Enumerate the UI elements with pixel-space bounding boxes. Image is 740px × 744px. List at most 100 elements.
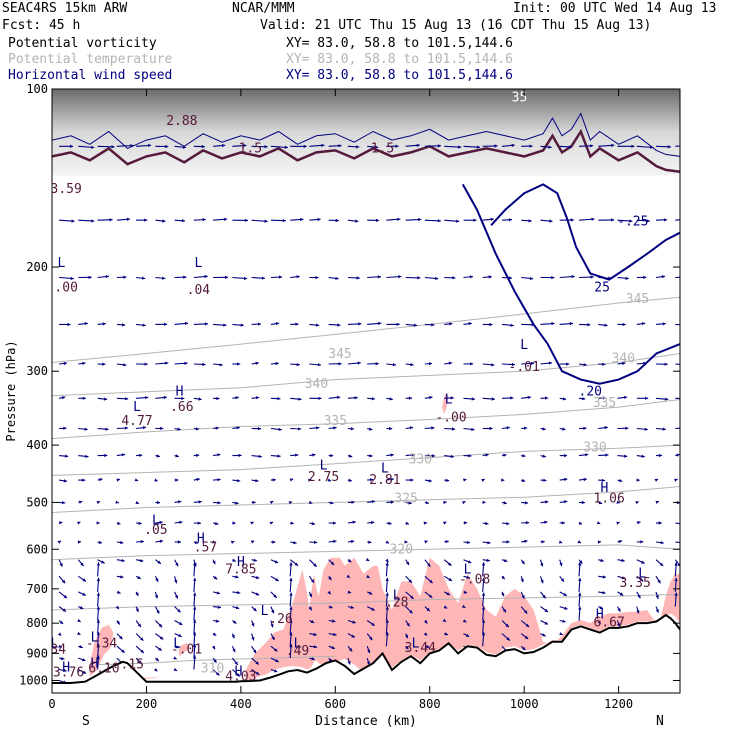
wind-vector-head: [270, 522, 274, 525]
init-time: Init: 00 UTC Wed 14 Aug 13: [513, 1, 717, 16]
valid-time: Valid: 21 UTC Thu 15 Aug 13 (16 CDT Thu …: [260, 18, 651, 33]
pv-extremum-marker: L: [445, 392, 453, 407]
field-xy-pv: XY= 83.0, 58.8 to 101.5,144.6: [286, 36, 513, 51]
wind-vector-head: [91, 219, 94, 222]
wind-vector-head: [251, 541, 255, 544]
theta-label: 340: [612, 351, 635, 366]
wind-vector-head: [602, 363, 605, 366]
wind-vector-head: [160, 427, 163, 430]
wind-vector-head: [469, 322, 472, 325]
field-name-wind: Horizontal wind speed: [8, 68, 172, 83]
wind-vector: [675, 428, 683, 429]
wind-speed-label: 25: [594, 281, 610, 296]
pv-extremum-marker: H: [176, 385, 184, 400]
wind-vector-head: [358, 322, 361, 325]
wind-vector-head: [682, 218, 685, 221]
wind-vector-head: [489, 323, 492, 326]
wind-vector-head: [624, 455, 627, 458]
wind-vector-head: [318, 363, 321, 366]
wind-vector-head: [684, 397, 687, 400]
theta-label: 310: [201, 662, 224, 677]
theta-contour-320: [52, 545, 680, 560]
pv-value-label: 2.75: [308, 470, 339, 485]
wind-vector-head: [566, 362, 569, 365]
wind-vector-head: [587, 323, 590, 326]
wind-vector-head: [409, 397, 412, 400]
wind-vector-head: [239, 454, 242, 457]
wind-vector-head: [289, 562, 292, 565]
wind-vector-head: [185, 322, 188, 325]
wind-vector-head: [661, 541, 664, 544]
wind-vector-head: [491, 218, 494, 221]
wind-vector-head: [452, 276, 455, 279]
wind-vector: [675, 324, 687, 325]
wind-vector-head: [237, 362, 240, 365]
wind-vector-head: [141, 540, 144, 543]
wind-vector-head: [435, 277, 438, 280]
wind-vector-head: [682, 276, 685, 279]
wind-vector-head: [272, 540, 275, 543]
wind-vector-head: [482, 593, 485, 596]
wind-vector-head: [277, 397, 280, 400]
wind-vector-head: [417, 276, 420, 279]
wind-vector-head: [184, 362, 187, 365]
y-tick-label: 200: [26, 260, 48, 274]
wind-vector-head: [551, 322, 554, 325]
wind-vector-head: [127, 218, 130, 221]
wind-vector-head: [529, 219, 532, 222]
wind-vector-head: [205, 275, 208, 278]
wind-vector-head: [665, 398, 668, 401]
wind-vector-head: [298, 398, 301, 401]
wind-vector-head: [224, 218, 227, 221]
wind-vector-head: [431, 426, 434, 429]
x-tick-label: 400: [230, 697, 252, 711]
pv-value-label: -.08: [459, 572, 490, 587]
pv-value-label: -.01: [171, 642, 202, 657]
wind-vector-head: [62, 501, 65, 504]
x-tick-label: 1200: [604, 697, 633, 711]
pv-value-label: 7.85: [225, 563, 256, 578]
wind-vector-head: [218, 606, 221, 609]
wind-vector-head: [65, 454, 68, 457]
wind-vector-head: [102, 363, 105, 366]
wind-vector-head: [203, 218, 206, 221]
wind-vector-head: [501, 478, 504, 481]
wind-vector-head: [376, 362, 379, 365]
pv-extremum-marker: L: [261, 604, 269, 619]
y-tick-label: 400: [26, 438, 48, 452]
field-xy-wind: XY= 83.0, 58.8 to 101.5,144.6: [286, 68, 513, 83]
wind-vector-head: [205, 322, 208, 325]
wind-vector-head: [145, 363, 148, 366]
wind-vector-head: [645, 397, 648, 400]
plot-area: 34534033533033032532033534034531025.20-.…: [43, 89, 689, 693]
wind-vector-head: [490, 427, 493, 430]
wind-vector-head: [162, 219, 165, 222]
wind-vector-head: [333, 521, 336, 524]
wind-vector-head: [218, 501, 221, 504]
wind-speed-label: -.25: [617, 214, 648, 229]
wind-vector-head: [83, 397, 86, 400]
wind-vector-head: [97, 562, 100, 565]
pv-value-label: .57: [194, 540, 217, 555]
wind-vector-head: [319, 397, 322, 400]
y-tick-label: 600: [26, 542, 48, 556]
wind-vector-head: [196, 454, 199, 457]
wind-vector-head: [178, 540, 181, 543]
wind-vector: [675, 542, 683, 543]
wind-vector-head: [355, 396, 358, 399]
wind-vector-head: [316, 323, 319, 326]
wind-vector-head: [217, 478, 220, 481]
wind-vector-head: [262, 277, 265, 280]
y-tick-label: 300: [26, 364, 48, 378]
theta-label: 320: [390, 542, 413, 557]
wind-vector-head: [572, 275, 575, 278]
y-tick-label: 800: [26, 616, 48, 630]
wind-vector-head: [551, 276, 554, 279]
wind-vector-head: [283, 219, 286, 222]
wind-vector-head: [337, 323, 340, 326]
wind-vector-head: [164, 323, 167, 326]
pv-value-label: 1.5: [371, 141, 394, 156]
wind-vector-head: [623, 323, 626, 326]
wind-vector-head: [378, 322, 381, 325]
wind-vector-head: [481, 479, 485, 482]
